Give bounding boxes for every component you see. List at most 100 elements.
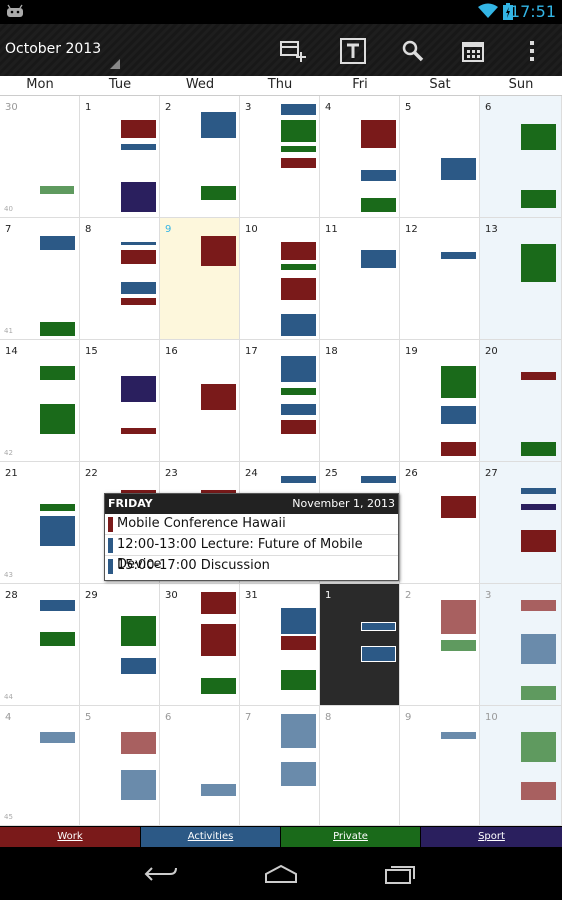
text-view-button[interactable] (338, 36, 368, 66)
day-cell[interactable]: 18 (320, 340, 400, 462)
day-cell[interactable]: 17 (240, 340, 320, 462)
day-cell[interactable]: 10 (240, 218, 320, 340)
day-cell[interactable]: 14 42 (0, 340, 80, 462)
day-cell[interactable]: 1 (320, 584, 400, 706)
event-block[interactable] (201, 112, 236, 138)
event-block[interactable] (40, 504, 75, 511)
day-cell[interactable]: 16 (160, 340, 240, 462)
event-block[interactable] (281, 404, 316, 415)
day-cell[interactable]: 12 (400, 218, 480, 340)
event-block[interactable] (121, 732, 156, 754)
day-cell[interactable]: 19 (400, 340, 480, 462)
event-block[interactable] (121, 616, 156, 646)
event-block[interactable] (361, 170, 396, 181)
event-block[interactable] (201, 384, 236, 410)
event-block[interactable] (201, 592, 236, 614)
calendar-view-button[interactable] (458, 36, 488, 66)
event-block[interactable] (201, 678, 236, 694)
event-block[interactable] (281, 670, 316, 690)
day-cell[interactable]: 7 41 (0, 218, 80, 340)
event-block[interactable] (361, 476, 396, 483)
event-block[interactable] (441, 640, 476, 651)
event-block[interactable] (361, 120, 396, 148)
legend-work[interactable]: Work (0, 827, 140, 847)
event-block[interactable] (121, 298, 156, 305)
day-cell[interactable]: 10 (480, 706, 562, 826)
day-cell[interactable]: 3 (480, 584, 562, 706)
search-button[interactable] (398, 36, 428, 66)
event-block[interactable] (521, 190, 556, 208)
event-block[interactable] (441, 406, 476, 424)
event-block[interactable] (361, 622, 396, 631)
day-cell[interactable]: 7 (240, 706, 320, 826)
event-block[interactable] (281, 146, 316, 152)
event-block[interactable] (121, 428, 156, 434)
day-cell[interactable]: 2 (160, 96, 240, 218)
event-block[interactable] (121, 250, 156, 264)
event-block[interactable] (281, 242, 316, 260)
overflow-menu-button[interactable] (517, 36, 547, 66)
event-block[interactable] (40, 516, 75, 546)
event-block[interactable] (201, 186, 236, 200)
event-block[interactable] (281, 158, 316, 168)
home-button[interactable] (261, 860, 301, 888)
event-block[interactable] (40, 186, 74, 194)
day-popup[interactable]: FRIDAY November 1, 2013 Mobile Conferenc… (104, 493, 399, 581)
day-cell[interactable]: 21 43 (0, 462, 80, 584)
popup-event[interactable]: 12:00-13:00 Lecture: Future of Mobile De… (105, 535, 398, 572)
recent-apps-button[interactable] (381, 860, 421, 888)
event-block[interactable] (281, 264, 316, 270)
event-block[interactable] (441, 496, 476, 518)
event-block[interactable] (441, 158, 476, 180)
event-block[interactable] (521, 488, 556, 494)
day-cell[interactable]: 27 (480, 462, 562, 584)
day-cell[interactable]: 8 (80, 218, 160, 340)
event-block[interactable] (201, 624, 236, 656)
event-block[interactable] (281, 476, 316, 483)
day-cell[interactable]: 3 (240, 96, 320, 218)
day-cell[interactable]: 13 (480, 218, 562, 340)
day-cell[interactable]: 4 45 (0, 706, 80, 826)
day-cell[interactable]: 30 40 (0, 96, 80, 218)
event-block[interactable] (281, 420, 316, 434)
event-block[interactable] (521, 244, 556, 282)
back-button[interactable] (141, 860, 181, 888)
day-cell[interactable]: 31 (240, 584, 320, 706)
legend-private[interactable]: Private (281, 827, 420, 847)
popup-event[interactable]: 15:00-17:00 Discussion (105, 556, 398, 577)
event-block[interactable] (281, 388, 316, 395)
event-block[interactable] (361, 198, 396, 212)
day-cell[interactable]: 5 (400, 96, 480, 218)
event-block[interactable] (201, 490, 236, 493)
event-block[interactable] (281, 104, 316, 115)
event-block[interactable] (40, 732, 75, 743)
event-block[interactable] (121, 144, 156, 150)
event-block[interactable] (121, 182, 156, 212)
event-block[interactable] (281, 762, 316, 786)
event-block[interactable] (521, 372, 556, 380)
event-block[interactable] (281, 278, 316, 300)
event-block[interactable] (521, 124, 556, 150)
day-cell[interactable]: 9 (160, 218, 240, 340)
event-block[interactable] (521, 530, 556, 552)
event-block[interactable] (40, 600, 75, 611)
event-block[interactable] (441, 600, 476, 634)
event-block[interactable] (521, 504, 556, 510)
day-cell[interactable]: 29 (80, 584, 160, 706)
day-cell[interactable]: 6 (480, 96, 562, 218)
legend-sport[interactable]: Sport (421, 827, 562, 847)
event-block[interactable] (521, 782, 556, 800)
event-block[interactable] (201, 784, 236, 796)
event-block[interactable] (121, 658, 156, 674)
event-block[interactable] (441, 252, 476, 259)
day-cell[interactable]: 28 44 (0, 584, 80, 706)
event-block[interactable] (521, 732, 556, 762)
event-block[interactable] (40, 404, 75, 434)
day-cell[interactable]: 4 (320, 96, 400, 218)
event-block[interactable] (40, 366, 75, 380)
popup-event[interactable]: Mobile Conference Hawaii (105, 514, 398, 535)
event-block[interactable] (121, 376, 156, 402)
day-cell[interactable]: 11 (320, 218, 400, 340)
day-cell[interactable]: 5 (80, 706, 160, 826)
day-cell[interactable]: 2 (400, 584, 480, 706)
